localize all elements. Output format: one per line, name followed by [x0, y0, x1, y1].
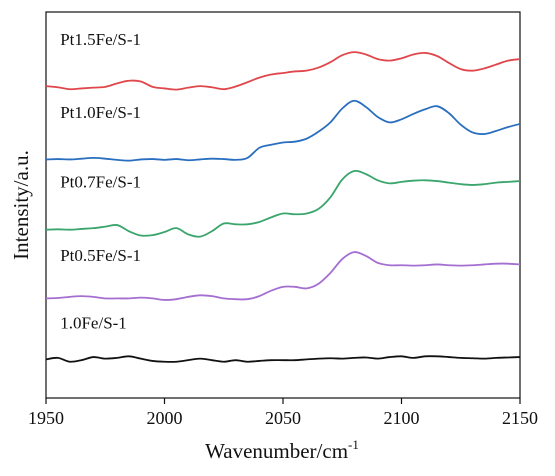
series-line-4	[45, 251, 521, 301]
plot-frame	[45, 11, 521, 399]
x-axis-label: Wavenumber/cm-1	[205, 437, 359, 463]
x-tick-label-3: 2050	[265, 408, 301, 428]
series-line-5	[45, 355, 521, 363]
x-axis-label-text: Wavenumber/cm	[205, 439, 348, 463]
series-labels-layer: Pt1.5Fe/S-1 Pt1.0Fe/S-1 Pt0.7Fe/S-1 Pt0.5Fe…	[60, 30, 141, 333]
x-tick-label-4: 2100	[384, 408, 420, 428]
series-label-1: Pt1.5Fe/S-1	[60, 30, 141, 49]
series-label-4: Pt0.5Fe/S-1	[60, 246, 141, 265]
x-axis-label-superscript: -1	[348, 437, 359, 452]
series-label-5: 1.0Fe/S-1	[60, 314, 127, 333]
series-line-3	[45, 169, 521, 238]
x-ticks-layer: 1950 2000 2050 2100 2150	[28, 398, 538, 428]
series-line-1	[45, 51, 521, 91]
series-label-3: Pt0.7Fe/S-1	[60, 173, 141, 192]
series-label-2: Pt1.0Fe/S-1	[60, 103, 141, 122]
series-line-2	[45, 99, 521, 162]
series-layer	[45, 51, 521, 363]
plot-area: Pt1.5Fe/S-1 Pt1.0Fe/S-1 Pt0.7Fe/S-1 Pt0.5Fe…	[28, 11, 538, 428]
x-tick-label-5: 2150	[502, 408, 538, 428]
x-tick-label-1: 1950	[28, 408, 64, 428]
y-axis-label: Intensity/a.u.	[9, 150, 33, 260]
x-tick-label-2: 2000	[147, 408, 183, 428]
